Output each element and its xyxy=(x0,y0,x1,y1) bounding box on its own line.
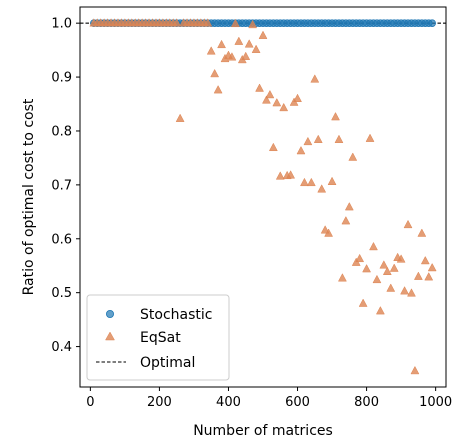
eqsat-point xyxy=(403,219,413,229)
eqsat-point xyxy=(175,113,185,122)
legend: Stochastic EqSat Optimal xyxy=(86,294,230,381)
y-tick-label: 0.9 xyxy=(51,71,72,86)
x-tick-label: 0 xyxy=(86,395,94,410)
eqsat-point xyxy=(248,19,258,29)
eqsat-point xyxy=(310,74,320,83)
eqsat-point xyxy=(262,95,271,104)
eqsat-point xyxy=(217,39,226,49)
eqsat-point xyxy=(255,83,264,92)
x-tick-label: 600 xyxy=(285,395,310,410)
eqsat-point xyxy=(286,170,296,179)
y-tick-label: 0.5 xyxy=(51,286,72,301)
eqsat-point xyxy=(272,98,282,107)
eqsat-point xyxy=(324,228,334,237)
x-tick-label: 1000 xyxy=(419,395,452,410)
eqsat-point xyxy=(206,46,216,55)
eqsat-point xyxy=(230,18,240,28)
eqsat-point xyxy=(341,216,351,225)
stochastic-point xyxy=(428,19,436,27)
eqsat-point xyxy=(424,272,434,281)
y-tick-label: 0.7 xyxy=(51,178,72,193)
eqsat-point xyxy=(293,93,302,102)
eqsat-point xyxy=(396,254,406,263)
y-tick-label: 0.4 xyxy=(51,340,72,355)
eqsat-point xyxy=(413,271,423,280)
eqsat-point xyxy=(313,134,323,143)
eqsat-point xyxy=(317,184,327,193)
eqsat-point xyxy=(382,266,392,276)
legend-label-optimal: Optimal xyxy=(140,355,195,371)
x-tick-label: 800 xyxy=(354,395,379,410)
eqsat-point xyxy=(241,51,251,60)
eqsat-point xyxy=(244,39,254,48)
eqsat-point xyxy=(303,136,313,146)
eqsat-point xyxy=(327,176,337,185)
y-tick-label: 0.8 xyxy=(51,124,72,139)
eqsat-point xyxy=(210,68,220,78)
eqsat-point xyxy=(400,286,409,295)
eqsat-point xyxy=(417,228,427,237)
legend-marker-eqsat xyxy=(105,331,115,341)
eqsat-point xyxy=(227,52,237,61)
y-axis-title: Ratio of optimal cost to cost xyxy=(21,98,37,295)
eqsat-point xyxy=(279,102,289,112)
x-tick-label: 200 xyxy=(147,395,172,410)
eqsat-point xyxy=(348,152,358,161)
eqsat-point xyxy=(275,171,285,180)
eqsat-point xyxy=(369,241,378,251)
eqsat-point xyxy=(203,18,213,27)
eqsat-point xyxy=(389,263,399,272)
eqsat-point xyxy=(300,177,309,187)
plot-frame xyxy=(79,6,447,388)
eqsat-point xyxy=(234,36,244,45)
eqsat-point xyxy=(379,260,389,269)
eqsat-point xyxy=(265,89,275,99)
eqsat-point xyxy=(331,112,340,121)
eqsat-point xyxy=(337,273,347,282)
eqsat-point xyxy=(407,288,416,297)
eqsat-point xyxy=(358,298,368,307)
eqsat-point xyxy=(410,365,420,375)
x-axis-title: Number of matrices xyxy=(193,423,333,439)
eqsat-point xyxy=(344,202,354,211)
legend-label-stochastic: Stochastic xyxy=(140,307,212,323)
eqsat-point xyxy=(213,85,223,94)
y-tick-label: 1.0 xyxy=(51,17,72,32)
eqsat-point xyxy=(251,44,261,53)
eqsat-point xyxy=(296,145,306,155)
eqsat-point xyxy=(372,274,382,284)
legend-marker-stochastic xyxy=(106,309,115,318)
x-tick-label: 400 xyxy=(216,395,241,410)
eqsat-point xyxy=(258,30,268,39)
eqsat-point xyxy=(334,134,344,143)
legend-box xyxy=(86,294,230,381)
eqsat-point xyxy=(427,262,437,272)
legend-label-eqsat: EqSat xyxy=(140,330,181,346)
eqsat-point xyxy=(355,253,365,263)
eqsat-point xyxy=(386,283,396,292)
eqsat-point xyxy=(306,177,316,187)
eqsat-point xyxy=(362,264,372,273)
eqsat-point xyxy=(268,142,278,152)
eqsat-point xyxy=(365,133,375,142)
eqsat-point xyxy=(420,255,430,265)
eqsat-point xyxy=(172,18,182,27)
eqsat-point xyxy=(375,306,385,315)
y-tick-label: 0.6 xyxy=(51,232,72,247)
